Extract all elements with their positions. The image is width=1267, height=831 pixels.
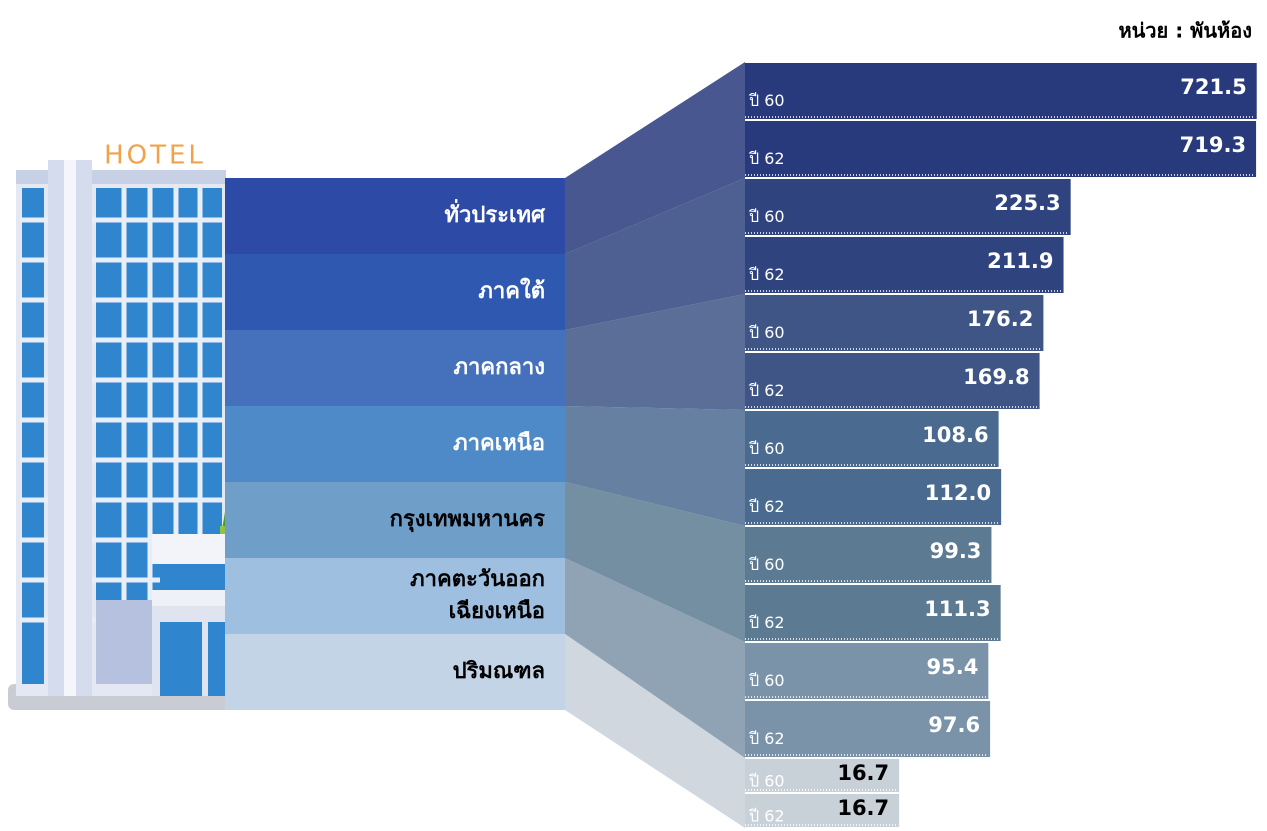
value-label: 721.5 (1180, 75, 1246, 99)
value-label: 211.9 (987, 249, 1053, 273)
category-label: ภาคเหนือ (453, 431, 545, 456)
series-label: ปี 62 (749, 149, 785, 168)
series-label: ปี 60 (749, 555, 785, 574)
value-label: 99.3 (930, 539, 982, 563)
series-label: ปี 62 (749, 806, 785, 825)
category-label: ภาคตะวันออก (410, 567, 545, 592)
series-label: ปี 60 (749, 439, 785, 458)
unit-label: หน่วย : พันห้อง (1118, 19, 1252, 43)
page: {"chart_data": {"type": "bar", "orientat… (0, 0, 1267, 831)
series-label: ปี 62 (749, 613, 785, 632)
hotel-sign: HOTEL (104, 141, 206, 171)
value-label: 16.7 (837, 796, 889, 820)
category-label: ภาคกลาง (454, 355, 545, 380)
value-label: 108.6 (922, 423, 988, 447)
category-label: ทั่วประเทศ (445, 198, 546, 228)
series-label: ปี 60 (749, 91, 785, 110)
series-label: ปี 60 (749, 671, 785, 690)
value-label: 176.2 (967, 307, 1033, 331)
value-label: 111.3 (924, 597, 990, 621)
series-label: ปี 60 (749, 207, 785, 226)
value-label: 95.4 (927, 655, 979, 679)
category-label: ปริมณฑล (453, 659, 545, 684)
category-label: กรุงเทพมหานคร (390, 507, 546, 533)
value-label: 169.8 (963, 365, 1029, 389)
series-label: ปี 62 (749, 265, 785, 284)
value-label: 112.0 (925, 481, 991, 505)
series-label: ปี 60 (749, 323, 785, 342)
value-label: 225.3 (994, 191, 1060, 215)
chart: หน่วย : พันห้อง HOTEL ทั่ (0, 0, 1267, 831)
category-label: ภาคใต้ (478, 277, 545, 304)
series-label: ปี 62 (749, 381, 785, 400)
category-label: เฉียงเหนือ (449, 599, 545, 624)
series-label: ปี 62 (749, 497, 785, 516)
value-label: 719.3 (1180, 133, 1246, 157)
value-label: 97.6 (928, 713, 980, 737)
series-label: ปี 62 (749, 729, 785, 748)
series-label: ปี 60 (749, 771, 785, 790)
value-label: 16.7 (837, 761, 889, 785)
